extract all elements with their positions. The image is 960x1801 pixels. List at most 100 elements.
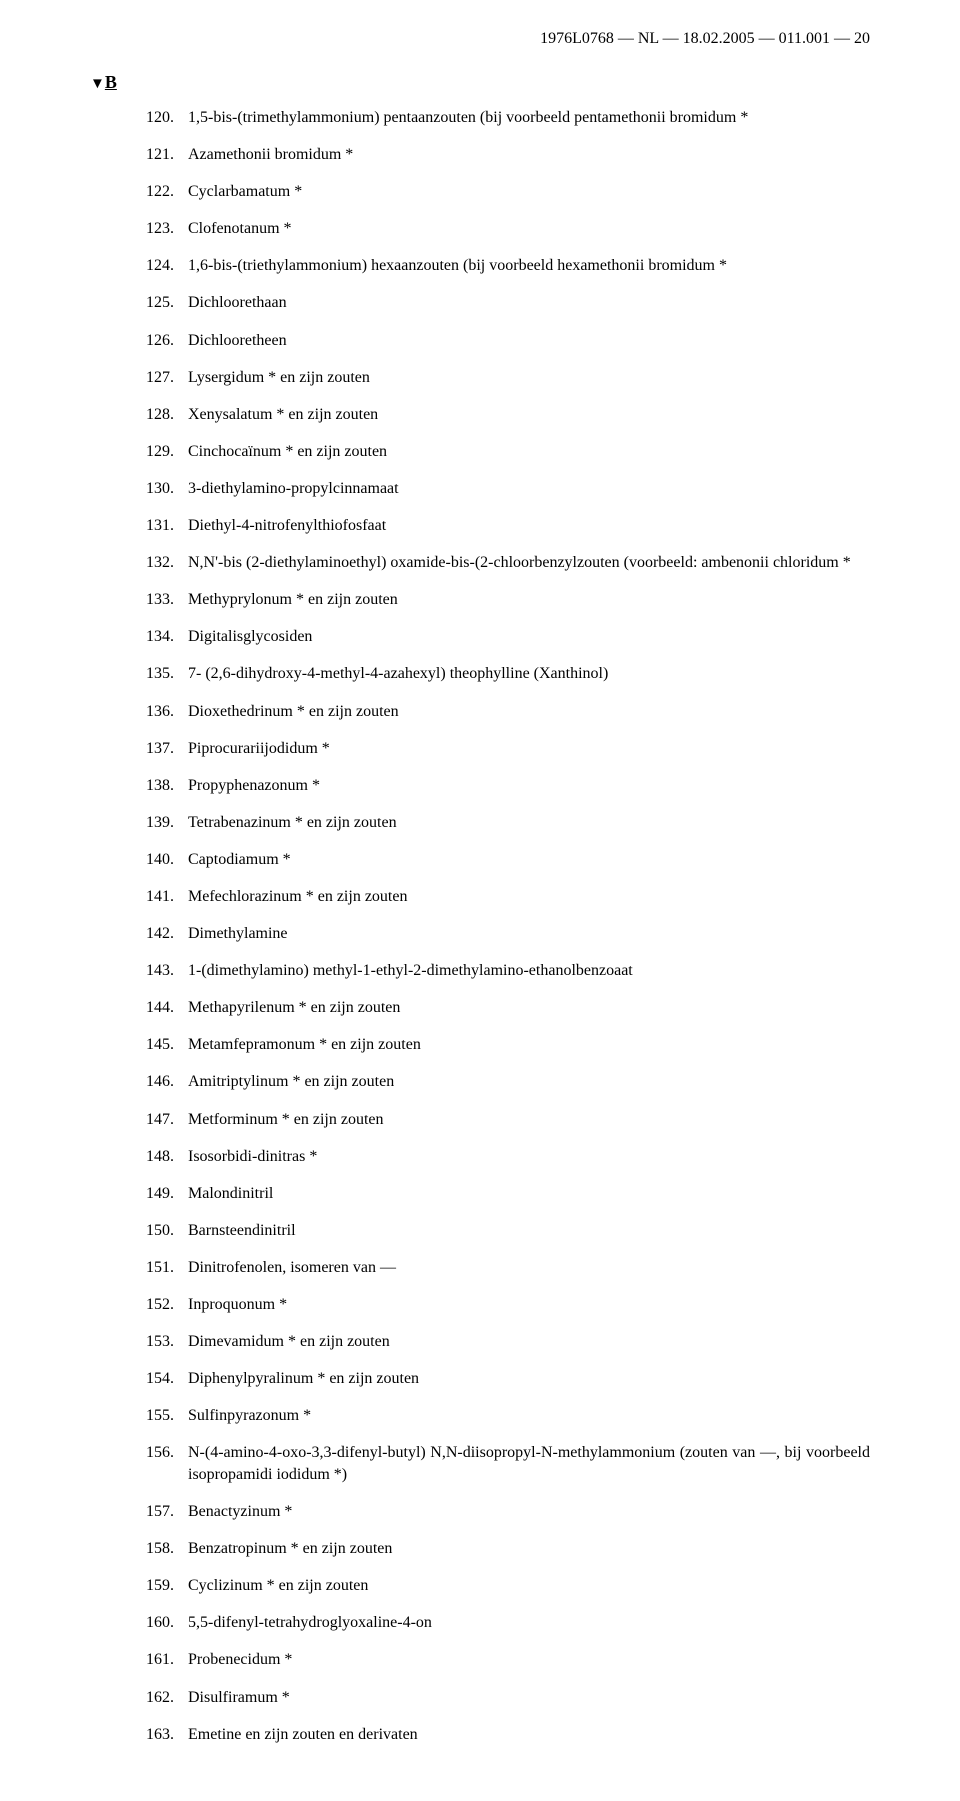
item-text: Cinchocaïnum * en zijn zouten [188, 441, 870, 463]
item-text: Propyphenazonum * [188, 775, 870, 797]
item-text: Dimevamidum * en zijn zouten [188, 1331, 870, 1353]
item-text: Amitriptylinum * en zijn zouten [188, 1071, 870, 1093]
list-item: 126.Dichlooretheen [146, 330, 870, 352]
item-text: Piprocurariijodidum * [188, 738, 870, 760]
list-item: 120.1,5-bis-(trimethylammonium) pentaanz… [146, 107, 870, 129]
item-number: 128. [146, 404, 188, 426]
list-item: 148.Isosorbidi-dinitras * [146, 1146, 870, 1168]
item-number: 153. [146, 1331, 188, 1353]
list-item: 133.Methyprylonum * en zijn zouten [146, 589, 870, 611]
item-number: 138. [146, 775, 188, 797]
list-item: 163.Emetine en zijn zouten en derivaten [146, 1724, 870, 1746]
list-item: 137.Piprocurariijodidum * [146, 738, 870, 760]
list-item: 150.Barnsteendinitril [146, 1220, 870, 1242]
item-text: Clofenotanum * [188, 218, 870, 240]
list-item: 123.Clofenotanum * [146, 218, 870, 240]
item-number: 125. [146, 292, 188, 314]
item-number: 133. [146, 589, 188, 611]
item-text: Inproquonum * [188, 1294, 870, 1316]
item-text: 1,5-bis-(trimethylammonium) pentaanzoute… [188, 107, 870, 129]
list-item: 125.Dichloorethaan [146, 292, 870, 314]
item-number: 123. [146, 218, 188, 240]
item-text: Probenecidum * [188, 1649, 870, 1671]
item-text: Diphenylpyralinum * en zijn zouten [188, 1368, 870, 1390]
list-item: 144.Methapyrilenum * en zijn zouten [146, 997, 870, 1019]
section-marker: ▼B [90, 72, 870, 93]
item-number: 120. [146, 107, 188, 129]
item-text: 1-(dimethylamino) methyl-1-ethyl-2-dimet… [188, 960, 870, 982]
list-item: 153.Dimevamidum * en zijn zouten [146, 1331, 870, 1353]
item-text: Malondinitril [188, 1183, 870, 1205]
item-text: N-(4-amino-4-oxo-3,3-difenyl-butyl) N,N-… [188, 1442, 870, 1485]
document-page: 1976L0768 — NL — 18.02.2005 — 011.001 — … [0, 0, 960, 1801]
item-text: Isosorbidi-dinitras * [188, 1146, 870, 1168]
item-number: 158. [146, 1538, 188, 1560]
item-text: Benactyzinum * [188, 1501, 870, 1523]
item-number: 131. [146, 515, 188, 537]
list-item: 147.Metforminum * en zijn zouten [146, 1109, 870, 1131]
list-item: 157.Benactyzinum * [146, 1501, 870, 1523]
list-item: 121.Azamethonii bromidum * [146, 144, 870, 166]
list-item: 124.1,6-bis-(triethylammonium) hexaanzou… [146, 255, 870, 277]
list-item: 122.Cyclarbamatum * [146, 181, 870, 203]
item-text: N,N'-bis (2-diethylaminoethyl) oxamide-b… [188, 552, 870, 574]
list-item: 132.N,N'-bis (2-diethylaminoethyl) oxami… [146, 552, 870, 574]
list-item: 146.Amitriptylinum * en zijn zouten [146, 1071, 870, 1093]
item-text: Digitalisglycosiden [188, 626, 870, 648]
list-item: 149.Malondinitril [146, 1183, 870, 1205]
list-item: 130.3-diethylamino-propylcinnamaat [146, 478, 870, 500]
item-number: 134. [146, 626, 188, 648]
item-text: Metamfepramonum * en zijn zouten [188, 1034, 870, 1056]
item-number: 144. [146, 997, 188, 1019]
list-item: 142.Dimethylamine [146, 923, 870, 945]
item-text: Diethyl-4-nitrofenylthiofosfaat [188, 515, 870, 537]
item-number: 162. [146, 1687, 188, 1709]
item-text: Cyclizinum * en zijn zouten [188, 1575, 870, 1597]
item-number: 152. [146, 1294, 188, 1316]
page-header: 1976L0768 — NL — 18.02.2005 — 011.001 — … [90, 30, 870, 48]
item-number: 145. [146, 1034, 188, 1056]
list-item: 129.Cinchocaïnum * en zijn zouten [146, 441, 870, 463]
item-text: Dichloorethaan [188, 292, 870, 314]
list-item: 135.7- (2,6-dihydroxy-4-methyl-4-azahexy… [146, 663, 870, 685]
list-item: 127.Lysergidum * en zijn zouten [146, 367, 870, 389]
item-text: Tetrabenazinum * en zijn zouten [188, 812, 870, 834]
item-text: Xenysalatum * en zijn zouten [188, 404, 870, 426]
item-number: 151. [146, 1257, 188, 1279]
item-text: Captodiamum * [188, 849, 870, 871]
item-number: 140. [146, 849, 188, 871]
list-item: 158.Benzatropinum * en zijn zouten [146, 1538, 870, 1560]
item-number: 146. [146, 1071, 188, 1093]
item-text: Dinitrofenolen, isomeren van — [188, 1257, 870, 1279]
item-number: 147. [146, 1109, 188, 1131]
list-item: 141.Mefechlorazinum * en zijn zouten [146, 886, 870, 908]
item-number: 143. [146, 960, 188, 982]
item-text: Dioxethedrinum * en zijn zouten [188, 701, 870, 723]
item-number: 121. [146, 144, 188, 166]
list-item: 140.Captodiamum * [146, 849, 870, 871]
item-number: 159. [146, 1575, 188, 1597]
list-item: 154.Diphenylpyralinum * en zijn zouten [146, 1368, 870, 1390]
list-item: 152.Inproquonum * [146, 1294, 870, 1316]
item-text: Lysergidum * en zijn zouten [188, 367, 870, 389]
item-text: 3-diethylamino-propylcinnamaat [188, 478, 870, 500]
triangle-icon: ▼ [90, 76, 105, 93]
item-number: 126. [146, 330, 188, 352]
item-number: 154. [146, 1368, 188, 1390]
item-number: 163. [146, 1724, 188, 1746]
list-item: 143.1-(dimethylamino) methyl-1-ethyl-2-d… [146, 960, 870, 982]
item-text: Cyclarbamatum * [188, 181, 870, 203]
item-text: Methapyrilenum * en zijn zouten [188, 997, 870, 1019]
list-item: 134.Digitalisglycosiden [146, 626, 870, 648]
item-number: 135. [146, 663, 188, 685]
item-text: 1,6-bis-(triethylammonium) hexaanzouten … [188, 255, 870, 277]
item-text: Emetine en zijn zouten en derivaten [188, 1724, 870, 1746]
item-text: Metforminum * en zijn zouten [188, 1109, 870, 1131]
item-text: Dichlooretheen [188, 330, 870, 352]
item-number: 122. [146, 181, 188, 203]
list-item: 136.Dioxethedrinum * en zijn zouten [146, 701, 870, 723]
list-item: 128.Xenysalatum * en zijn zouten [146, 404, 870, 426]
item-text: Disulfiramum * [188, 1687, 870, 1709]
list-item: 159.Cyclizinum * en zijn zouten [146, 1575, 870, 1597]
list-item: 138.Propyphenazonum * [146, 775, 870, 797]
